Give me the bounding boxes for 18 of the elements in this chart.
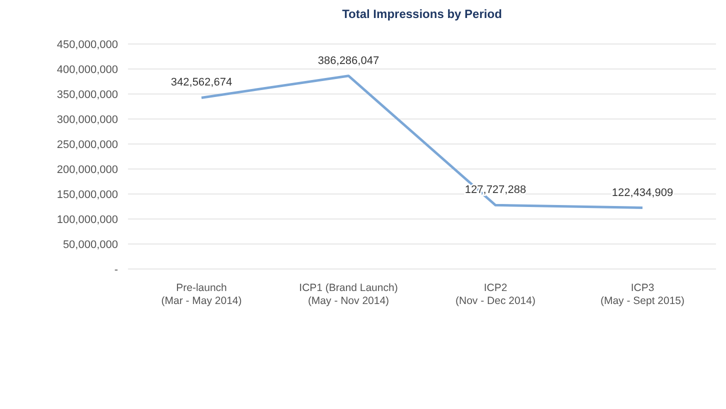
y-tick-label: 50,000,000 xyxy=(62,239,118,251)
x-tick-label: ICP3 (May - Sept 2015) xyxy=(600,282,685,307)
data-label: 122,434,909 xyxy=(612,186,674,199)
y-tick-label: 350,000,000 xyxy=(56,89,118,101)
x-tick-label: Pre-launch (Mar - May 2014) xyxy=(161,282,242,307)
y-tick-label: 250,000,000 xyxy=(56,139,118,151)
y-tick-label: 450,000,000 xyxy=(56,39,118,51)
y-tick-label: - xyxy=(114,264,118,276)
x-tick-label: ICP1 (Brand Launch) (May - Nov 2014) xyxy=(299,282,398,307)
y-tick-label: 150,000,000 xyxy=(56,189,118,201)
y-tick-label: 400,000,000 xyxy=(56,64,118,76)
y-tick-label: 200,000,000 xyxy=(56,164,118,176)
y-tick-label: 100,000,000 xyxy=(56,214,118,226)
x-tick-label: ICP2 (Nov - Dec 2014) xyxy=(456,282,536,307)
data-label: 342,562,674 xyxy=(170,76,232,89)
data-label: 386,286,047 xyxy=(318,54,380,67)
y-tick-label: 300,000,000 xyxy=(56,114,118,126)
chart-title: Total Impressions by Period xyxy=(342,7,502,21)
